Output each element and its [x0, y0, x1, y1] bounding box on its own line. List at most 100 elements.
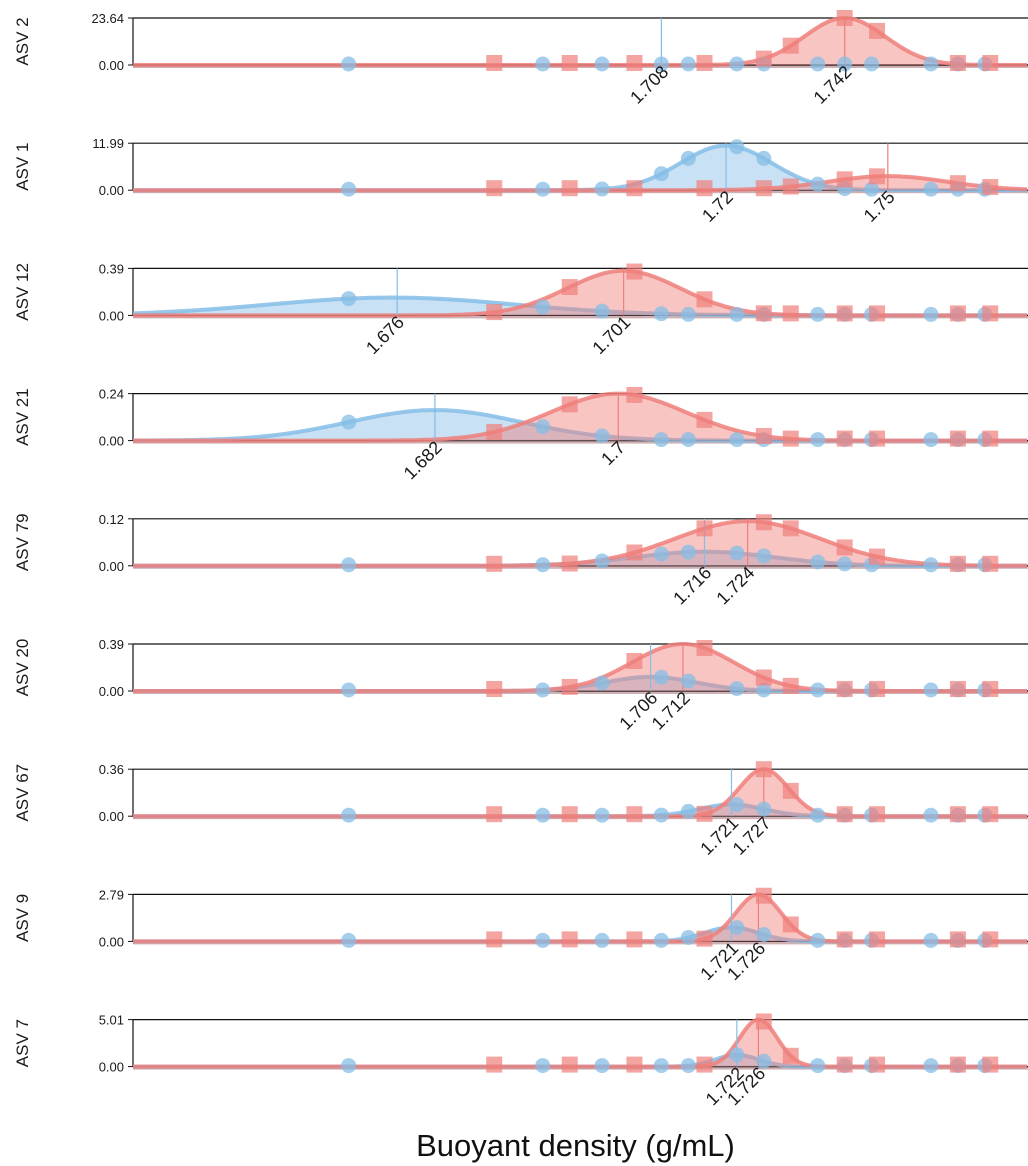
- control-point: [729, 797, 745, 813]
- y-tick-label-min: 0.00: [99, 308, 124, 323]
- control-point: [923, 181, 939, 197]
- y-tick-label-max: 23.64: [91, 11, 124, 26]
- control-point: [810, 176, 826, 192]
- labeled-point: [486, 55, 503, 71]
- control-point: [729, 1047, 745, 1063]
- labeled-point: [949, 175, 966, 192]
- control-point: [923, 432, 939, 448]
- control-point: [653, 932, 669, 948]
- control-point: [535, 56, 551, 72]
- labeled-point: [486, 1056, 503, 1073]
- labeled-density-area: [133, 270, 1028, 316]
- control-point: [341, 682, 357, 698]
- labeled-point: [626, 263, 643, 280]
- labeled-point: [949, 430, 966, 447]
- labeled-point: [782, 782, 799, 799]
- labeled-point: [869, 1056, 886, 1073]
- labeled-point: [949, 555, 966, 572]
- labeled-point: [869, 806, 886, 823]
- y-tick-label-max: 0.12: [99, 512, 124, 527]
- peak-value-label: 1.701: [588, 312, 634, 358]
- labeled-point: [696, 55, 713, 71]
- y-tick-label-min: 0.00: [99, 434, 124, 449]
- labeled-point: [696, 411, 713, 428]
- panel-label: ASV 67: [13, 764, 32, 822]
- control-point: [594, 807, 610, 823]
- control-point: [729, 139, 745, 155]
- control-point: [810, 1058, 826, 1074]
- labeled-point: [982, 179, 999, 196]
- labeled-point: [486, 555, 503, 572]
- control-point: [729, 306, 745, 322]
- y-tick-label-max: 0.36: [99, 762, 124, 777]
- labeled-density-area: [133, 393, 1028, 441]
- panel-label: ASV 2: [13, 17, 32, 65]
- panel-label: ASV 9: [13, 894, 32, 942]
- baseline-band: [133, 439, 1028, 444]
- labeled-density-curve: [133, 892, 1027, 944]
- labeled-point: [561, 931, 578, 948]
- x-axis-title: Buoyant density (g/mL): [416, 1128, 735, 1163]
- labeled-point: [782, 520, 799, 537]
- control-point: [535, 557, 551, 573]
- labeled-point: [982, 305, 999, 322]
- labeled-point: [561, 555, 578, 572]
- peak-value-label: 1.682: [400, 437, 446, 483]
- control-point: [341, 1058, 357, 1074]
- y-tick-label-max: 0.24: [99, 387, 124, 402]
- labeled-point: [755, 887, 772, 904]
- control-point: [341, 181, 357, 197]
- control-point: [680, 929, 696, 945]
- labeled-point: [755, 428, 772, 445]
- labeled-point: [486, 423, 503, 440]
- labeled-point: [561, 806, 578, 823]
- control-density-area: [133, 410, 1028, 441]
- labeled-point: [561, 55, 578, 71]
- control-point: [653, 1058, 669, 1074]
- control-point: [535, 299, 551, 315]
- labeled-point: [836, 681, 853, 697]
- labeled-point: [696, 520, 713, 537]
- labeled-point: [949, 806, 966, 823]
- control-point: [810, 932, 826, 948]
- control-point: [653, 166, 669, 182]
- control-point: [535, 419, 551, 435]
- labeled-density-area: [133, 1019, 1028, 1067]
- control-point: [756, 150, 772, 166]
- labeled-point: [836, 430, 853, 447]
- labeled-point: [782, 430, 799, 447]
- labeled-point: [486, 180, 503, 197]
- labeled-point: [561, 279, 578, 296]
- control-point: [680, 673, 696, 689]
- control-point: [341, 557, 357, 573]
- control-point: [729, 920, 745, 936]
- control-point: [756, 682, 772, 698]
- control-point: [653, 306, 669, 322]
- control-point: [653, 56, 669, 72]
- y-tick-label-min: 0.00: [99, 183, 124, 198]
- labeled-point: [782, 305, 799, 322]
- labeled-point: [982, 430, 999, 447]
- y-tick-label-min: 0.00: [99, 684, 124, 699]
- labeled-point: [836, 931, 853, 948]
- control-point: [680, 432, 696, 448]
- labeled-density-curve: [133, 519, 1027, 568]
- labeled-point: [561, 396, 578, 413]
- control-point: [680, 803, 696, 819]
- labeled-point: [696, 291, 713, 308]
- control-density-area: [133, 297, 1028, 316]
- control-point: [756, 548, 772, 564]
- labeled-point: [696, 930, 713, 947]
- labeled-point: [486, 681, 503, 697]
- baseline-band: [133, 314, 1028, 319]
- peak-value-label: 1.727: [729, 813, 775, 859]
- labeled-point: [782, 916, 799, 933]
- peak-value-label: 1.724: [712, 562, 758, 608]
- labeled-point: [949, 1056, 966, 1073]
- control-point: [756, 1053, 772, 1069]
- labeled-point: [782, 1047, 799, 1064]
- baseline-band: [133, 690, 1028, 694]
